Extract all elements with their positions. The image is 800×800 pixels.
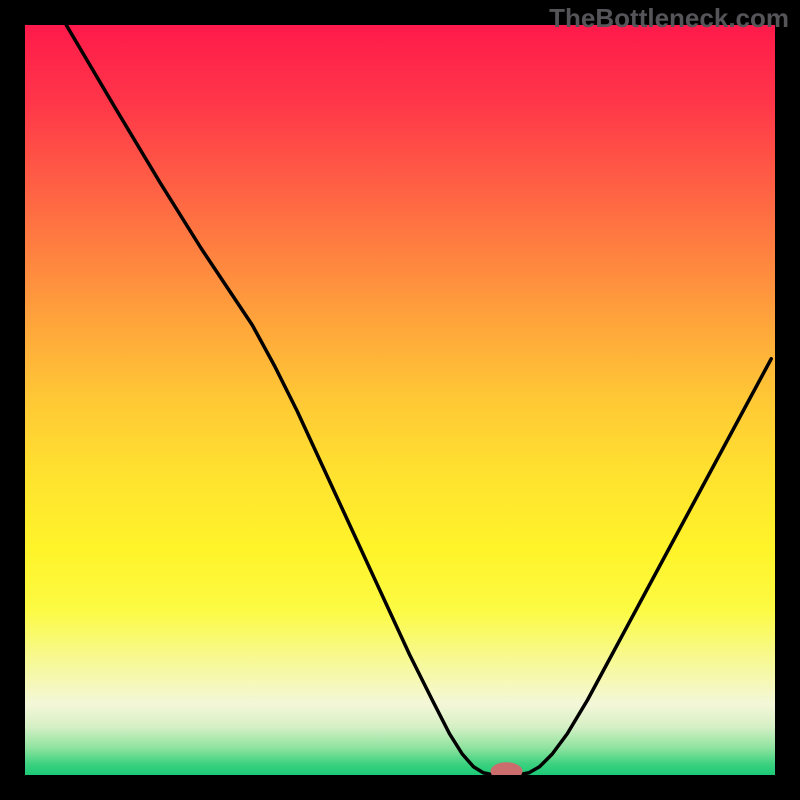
plot-area xyxy=(25,25,775,775)
chart-svg xyxy=(25,25,775,775)
watermark-text: TheBottleneck.com xyxy=(549,3,789,34)
gradient-background xyxy=(25,25,775,775)
chart-frame: TheBottleneck.com xyxy=(0,0,800,800)
